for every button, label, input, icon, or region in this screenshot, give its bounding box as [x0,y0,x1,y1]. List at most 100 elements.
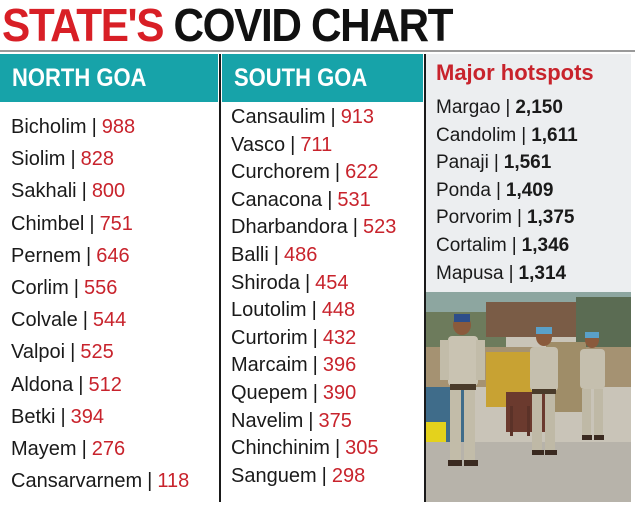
south-item: Curtorim | 432 [231,325,396,353]
separator: | [70,148,76,171]
north-item: Bicholim | 988 [11,111,189,143]
title-part-chart: COVID CHART [173,0,453,51]
hotspots-item: Margao | 2,150 [436,94,578,122]
south-item: Dharbandora | 523 [231,214,396,242]
north-item-name: Bicholim [11,116,87,138]
south-item-value: 448 [321,299,356,322]
south-item: Cansaulim | 913 [231,104,396,132]
south-item-value: 305 [345,437,379,460]
separator: | [70,341,76,364]
south-item: Sanguem | 298 [231,463,396,491]
hotspots-item: Porvorim | 1,375 [436,204,578,232]
north-item-value: 800 [91,180,126,203]
north-item-name: Aldona [11,373,74,396]
south-item-name: Shiroda [231,271,300,294]
south-item-value: 454 [315,271,349,294]
north-item-name: Chimbel [11,212,85,235]
hotspots-item-name: Candolim [436,124,517,146]
south-item-name: Balli [231,243,269,266]
separator: | [495,179,501,201]
south-item: Quepem | 390 [231,380,396,408]
hotspots-item-name: Panaji [436,152,489,174]
south-item-name: Navelim [231,409,304,432]
south-item-value: 298 [331,464,366,487]
north-item: Valpoi | 525 [11,336,189,368]
separator: | [60,405,66,428]
separator: | [290,133,296,156]
north-item-value: 525 [80,341,114,364]
separator: | [82,309,88,332]
north-item: Cansarvarnem | 118 [11,465,189,497]
title-bar: STATE'S COVID CHART [0,0,635,52]
north-goa-list: Bicholim | 988 Siolim | 828 Sakhali | 800 Chimbel… [11,111,189,497]
south-goa-heading: SOUTH GOA [234,64,368,92]
north-item-name: Mayem [11,438,77,461]
separator: | [505,97,511,118]
south-item: Shiroda | 454 [231,270,396,298]
south-item: Curchorem | 622 [231,159,396,187]
separator: | [334,437,341,460]
south-item-value: 711 [300,133,333,156]
south-item-name: Sanguem [231,464,317,487]
separator: | [311,299,317,322]
hotspots-list: Margao | 2,150 Candolim | 1,611 Panaji | 1,561 Po… [436,94,578,287]
separator: | [78,373,84,396]
bottom-margin [0,502,635,508]
south-item-name: Curtorim [231,326,308,349]
north-item: Siolim | 828 [11,143,189,175]
hotspots-item-name: Margao [436,97,501,118]
north-item-name: Pernem [11,244,82,267]
north-item-name: Colvale [11,309,78,332]
chair [510,402,530,436]
south-item: Vasco | 711 [231,132,396,160]
separator: | [312,381,318,404]
column-divider-1 [219,54,221,502]
south-item-name: Quepem [231,381,308,404]
separator: | [81,180,87,203]
separator: | [147,470,153,493]
hotspots-panel: Major hotspots Margao | 2,150 Candolim | 1,61… [426,54,631,292]
south-item-value: 432 [322,326,357,349]
south-item-value: 375 [318,409,352,432]
officer-right [580,332,605,440]
north-item: Corlim | 556 [11,272,189,304]
hotspots-item-value: 1,314 [518,262,567,284]
north-item-value: 544 [92,309,127,332]
north-item-value: 988 [101,116,136,138]
north-item-value: 751 [99,212,133,235]
north-goa-panel: Bicholim | 988 Siolim | 828 Sakhali | 800 Chimbel… [0,104,218,502]
north-goa-heading: NORTH GOA [12,64,147,92]
south-item-name: Curchorem [231,161,330,184]
hotspots-item-value: 1,611 [531,124,578,146]
north-item-name: Valpoi [11,341,66,364]
north-item: Colvale | 544 [11,304,189,336]
separator: | [312,354,318,377]
south-item-name: Chinchinim [231,437,330,460]
hotspots-item-value: 1,561 [503,152,552,174]
separator: | [521,124,527,146]
south-goa-header: SOUTH GOA [222,54,423,102]
separator: | [81,438,87,461]
title-divider [0,50,635,52]
hotspots-item-name: Porvorim [436,207,513,229]
north-item-name: Corlim [11,277,69,300]
north-item: Aldona | 512 [11,369,189,401]
south-item: Navelim | 375 [231,408,396,436]
north-item-value: 394 [70,405,105,428]
hotspots-item-value: 1,375 [526,207,575,229]
police-photo-illustration [426,292,631,504]
hotspots-item-value: 1,346 [521,234,570,256]
north-goa-header: NORTH GOA [0,54,218,102]
separator: | [511,234,517,256]
south-item: Balli | 486 [231,242,396,270]
hotspots-item: Candolim | 1,611 [436,122,578,150]
south-item-name: Vasco [231,133,286,156]
separator: | [334,161,341,184]
south-item-name: Cansaulim [231,106,326,128]
hotspots-item-name: Cortalim [436,234,507,256]
south-item: Loutolim | 448 [231,297,396,325]
separator: | [352,216,358,239]
separator: | [86,244,92,267]
separator: | [89,212,95,235]
north-item-name: Siolim [11,148,66,171]
